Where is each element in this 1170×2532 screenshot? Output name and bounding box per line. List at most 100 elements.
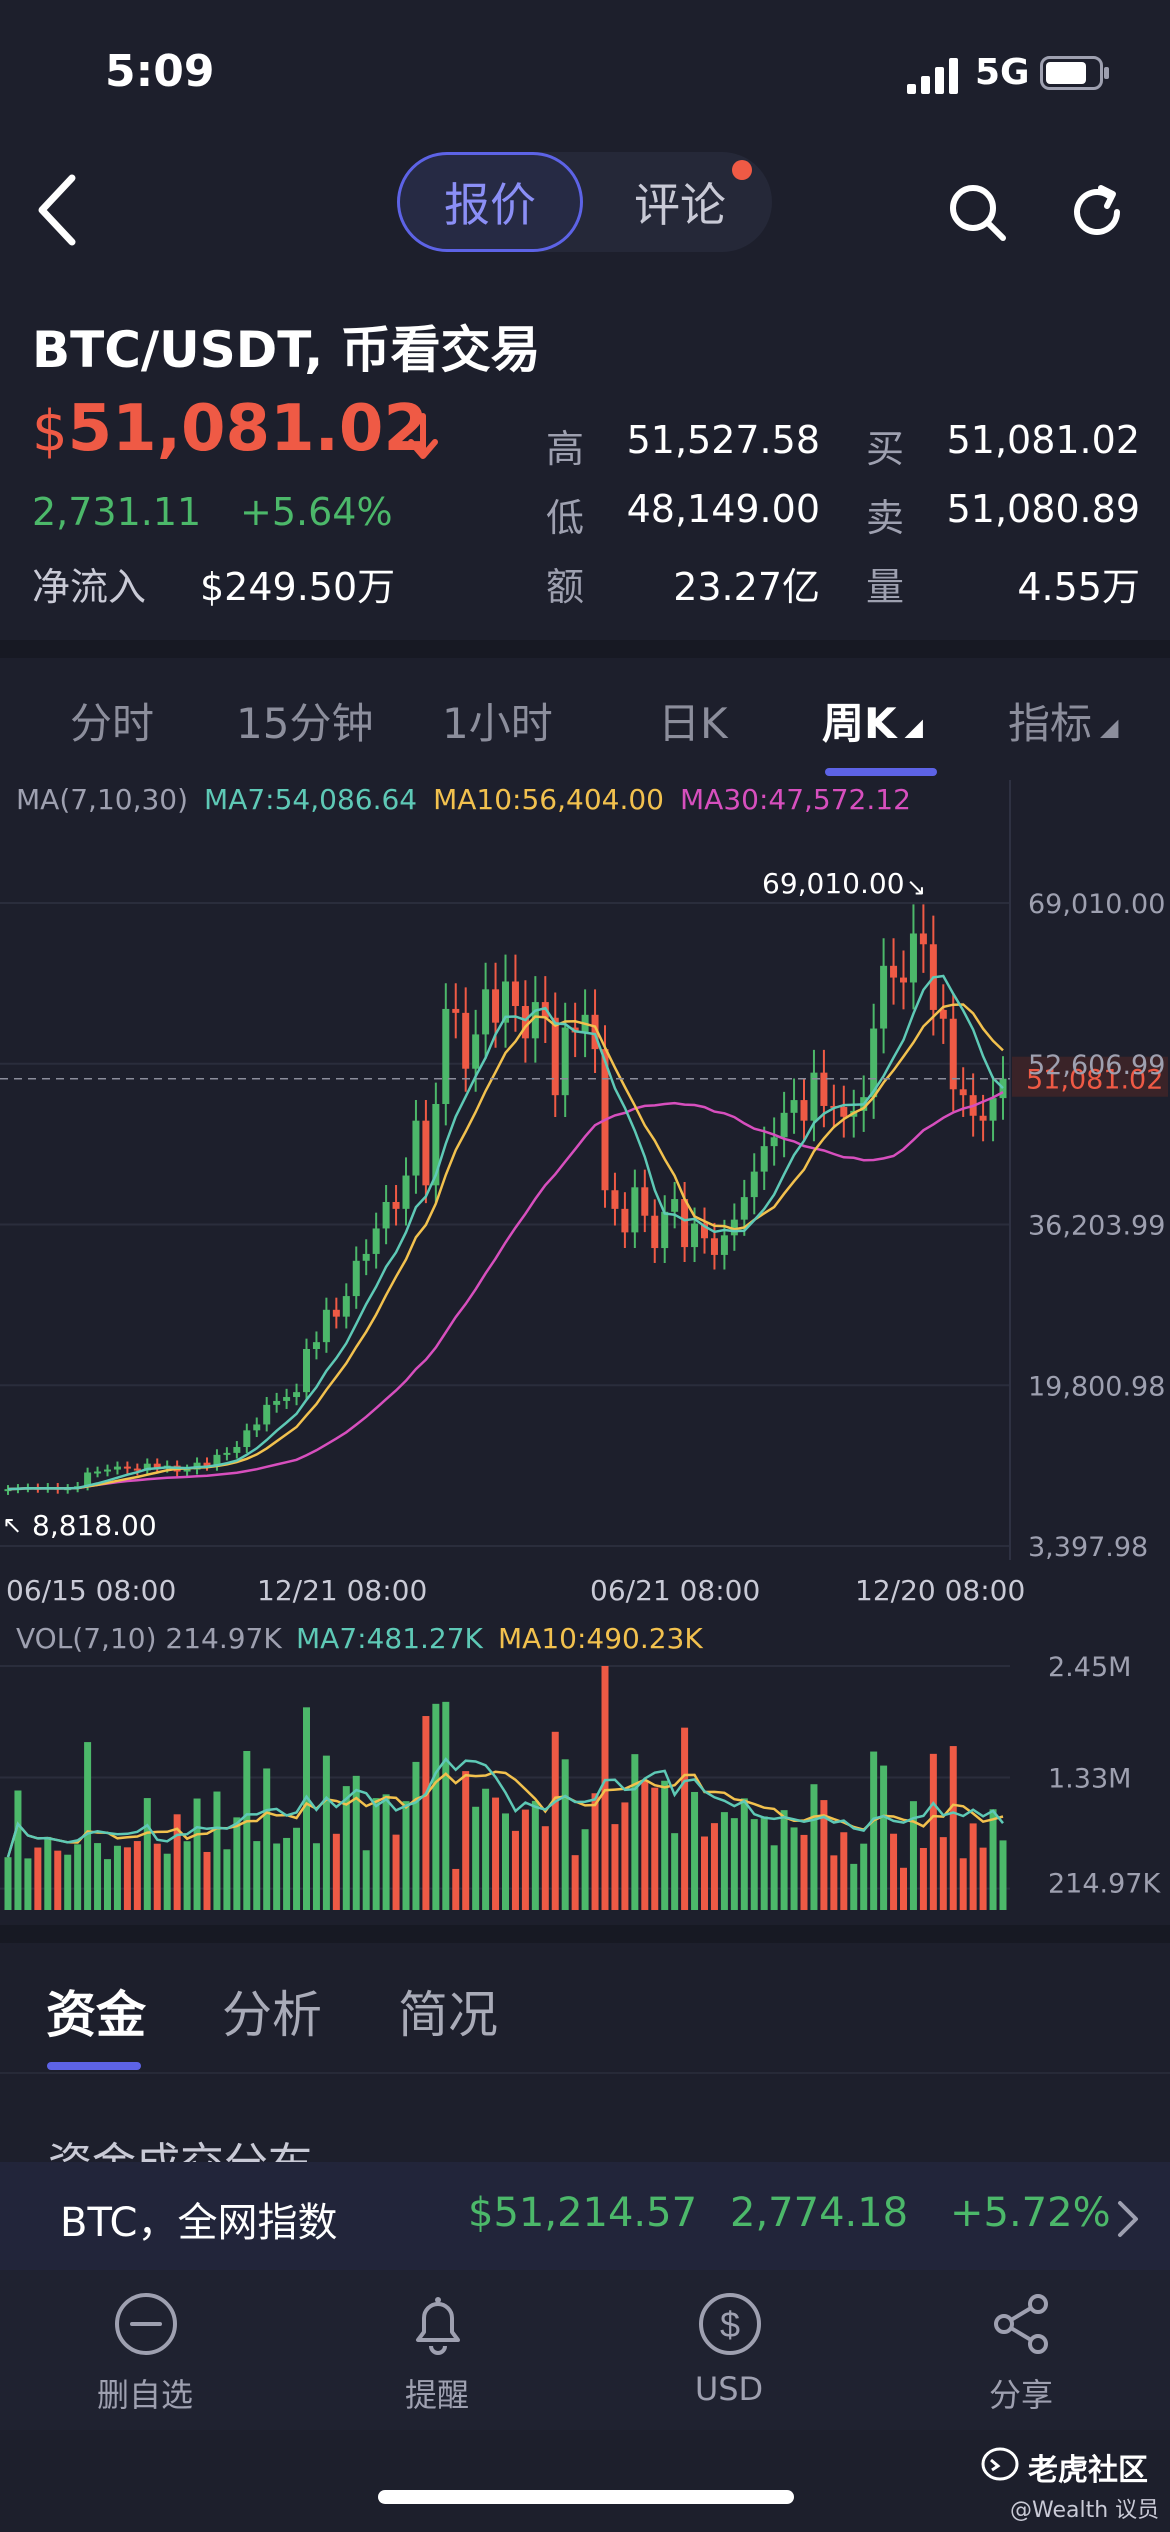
volume-bar <box>571 1855 579 1910</box>
volume-bar <box>860 1843 868 1910</box>
volume-bar <box>651 1787 659 1910</box>
volume-bar <box>591 1793 599 1910</box>
volume-bar <box>581 1829 589 1910</box>
kline-chart[interactable]: 51,081.02 69,010.00 52,606.99 36,203.99 19,8… <box>0 770 1170 1920</box>
volume-bar <box>541 1826 549 1910</box>
candle-body <box>422 1120 430 1186</box>
candle-body <box>631 1187 639 1233</box>
volume-bar <box>163 1853 171 1910</box>
candle-body <box>890 965 898 978</box>
volume-bar <box>492 1797 500 1910</box>
volume-bar <box>273 1843 281 1910</box>
price-value: 51,081.02 <box>67 392 428 466</box>
candle-body <box>651 1215 659 1249</box>
net-inflow-value: $249.50万 <box>200 565 396 609</box>
stat-high-value: 51,527.58 <box>626 418 820 462</box>
y-tick-label: 3,397.98 <box>1028 1532 1148 1563</box>
candle-body <box>452 1008 460 1013</box>
stat-high-label: 高 <box>546 427 585 471</box>
volume-bar <box>34 1847 42 1910</box>
volume-bar <box>14 1790 22 1910</box>
tab-indicator[interactable]: 指标 ◢ <box>1008 690 1118 751</box>
share-icon[interactable] <box>988 2290 1056 2358</box>
candle-body <box>143 1463 151 1471</box>
x-tick-label: 12/21 08:00 <box>257 1574 427 1607</box>
volume-bar <box>4 1857 12 1910</box>
candle-body <box>840 1106 848 1117</box>
candle-body <box>4 1489 12 1492</box>
dollar-icon[interactable]: $ <box>696 2290 764 2358</box>
battery-icon <box>1040 56 1109 90</box>
nav-alert[interactable]: 提醒 <box>404 2376 469 2414</box>
volume-bar <box>909 1801 917 1910</box>
volume-bar <box>183 1841 191 1910</box>
volume-y-tick-label: 2.45M <box>1048 1652 1131 1683</box>
tab-daily[interactable]: 日K <box>658 699 728 748</box>
candle-body <box>790 1100 798 1113</box>
tab-active-indicator <box>825 768 937 776</box>
bell-icon[interactable] <box>404 2290 472 2358</box>
candle-body <box>104 1469 111 1472</box>
nav-share[interactable]: 分享 <box>988 2376 1053 2414</box>
candle-body <box>94 1471 102 1474</box>
arrow-down-right-icon: ↘ <box>906 873 926 901</box>
candle-body <box>462 1012 470 1069</box>
tab-15min[interactable]: 15分钟 <box>236 699 374 748</box>
ma10-line <box>7 1003 1004 1491</box>
ma7-value: MA7:54,086.64 <box>204 783 418 816</box>
volume-bar <box>521 1809 529 1910</box>
refresh-icon[interactable] <box>1065 180 1129 244</box>
svg-text:$: $ <box>720 2304 740 2345</box>
candle-body <box>820 1072 828 1106</box>
volume-bar <box>760 1816 768 1910</box>
bottom-tab-indicator <box>47 2062 141 2070</box>
candle-body <box>521 1005 529 1039</box>
tab-timeshare[interactable]: 分时 <box>70 699 155 748</box>
candle-body <box>263 1404 271 1425</box>
candle-body <box>880 965 888 1029</box>
triangle-icon: ◢ <box>904 712 924 741</box>
candle-body <box>233 1446 241 1453</box>
volume-bar <box>472 1806 480 1910</box>
volume-bar <box>432 1703 440 1910</box>
tab-analysis[interactable]: 分析 <box>222 1986 322 2044</box>
volume-bar <box>621 1802 629 1910</box>
volume-bar <box>382 1794 390 1910</box>
tab-funds[interactable]: 资金 <box>46 1986 146 2044</box>
volume-bar <box>740 1798 748 1910</box>
volume-bar <box>123 1847 131 1910</box>
candle-body <box>621 1208 629 1233</box>
index-ticker[interactable] <box>0 2162 1170 2270</box>
volume-bar <box>253 1841 261 1910</box>
candle-body <box>84 1472 92 1487</box>
stat-low-label: 低 <box>546 496 585 540</box>
volume-bar <box>900 1867 907 1910</box>
tab-comments[interactable]: 评论 <box>634 178 726 232</box>
tab-1hour[interactable]: 1小时 <box>442 699 553 748</box>
candle-body <box>243 1430 251 1447</box>
chevron-right-icon[interactable] <box>1115 2198 1141 2240</box>
back-arrow-icon[interactable] <box>30 170 90 250</box>
tab-overview[interactable]: 简况 <box>398 1986 498 2044</box>
remove-watchlist-icon[interactable] <box>112 2290 180 2358</box>
candle-body <box>123 1466 131 1469</box>
candle-body <box>482 989 490 1035</box>
candle-body <box>681 1199 689 1248</box>
search-icon[interactable] <box>945 180 1009 244</box>
network-type: 5G <box>975 52 1030 93</box>
tab-quote[interactable]: 报价 <box>397 152 583 252</box>
price-change-pct: +5.64% <box>240 490 393 534</box>
nav-currency[interactable]: USD <box>694 2370 764 2408</box>
tab-weekly[interactable]: 周K ◢ <box>822 690 923 751</box>
candle-body <box>183 1469 191 1472</box>
candle-body <box>412 1120 420 1176</box>
candle-body <box>551 1017 559 1096</box>
volume-bar <box>701 1836 708 1910</box>
nav-remove-watchlist[interactable]: 删自选 <box>96 2376 193 2414</box>
currency-symbol: $ <box>32 399 68 464</box>
volume-bar <box>263 1768 271 1910</box>
x-tick-label: 06/15 08:00 <box>6 1574 176 1607</box>
candle-body <box>372 1228 380 1254</box>
candle-body <box>322 1309 330 1343</box>
volume-bar <box>850 1863 858 1910</box>
